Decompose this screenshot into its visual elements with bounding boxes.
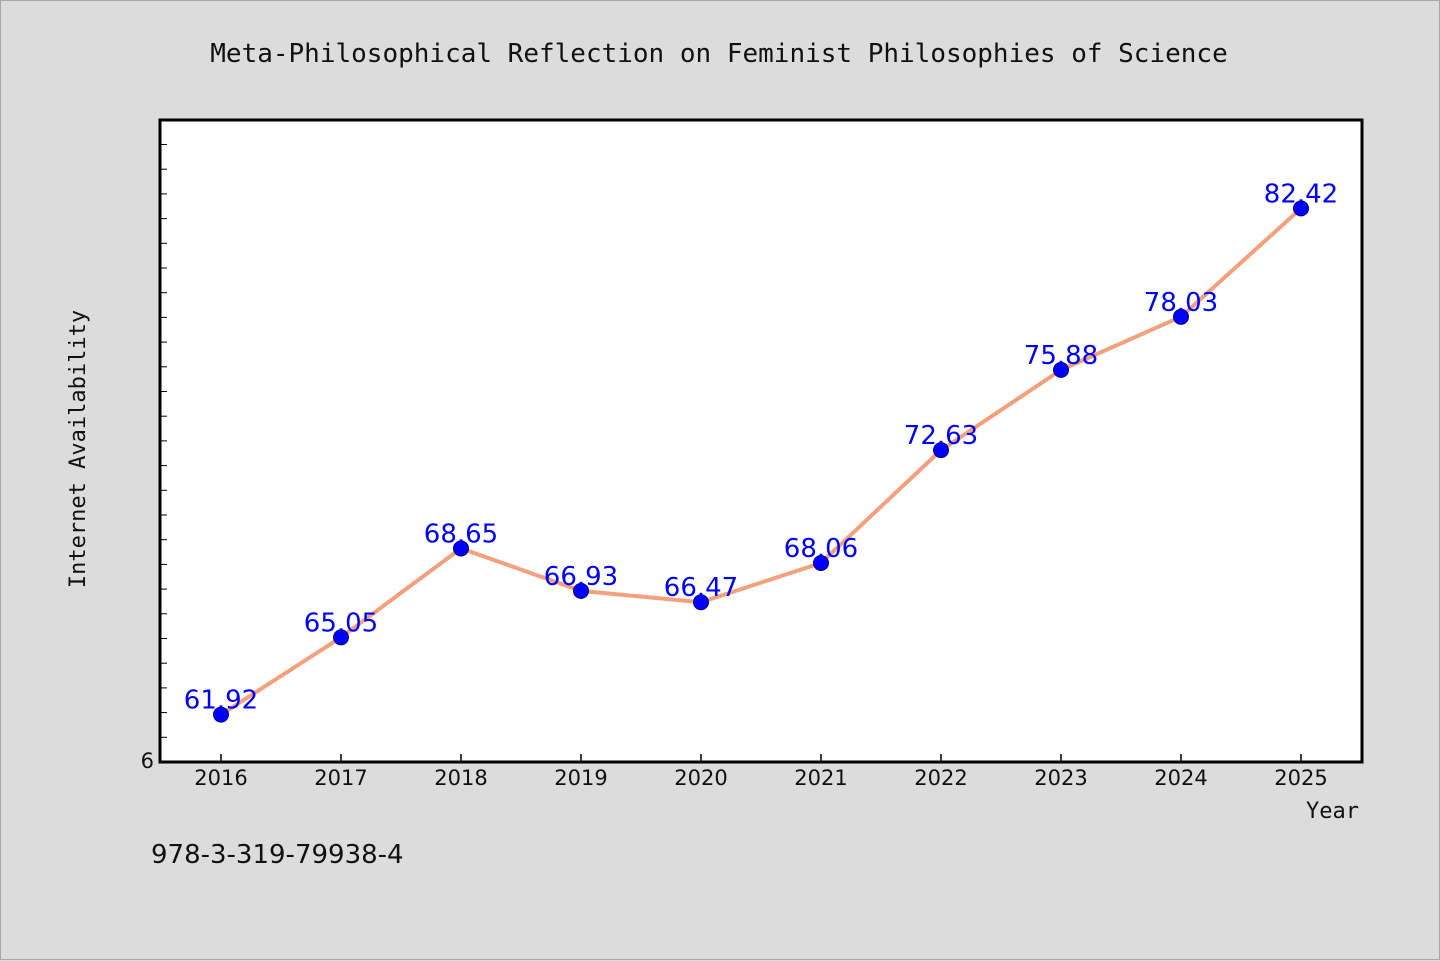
x-tick-label: 2025 (1274, 766, 1327, 790)
data-label: 66.93 (544, 562, 618, 592)
x-axis-ticks (220, 754, 1302, 762)
series-markers (213, 200, 1309, 723)
x-tick-label: 2020 (674, 766, 727, 790)
x-tick-label: 2022 (914, 766, 967, 790)
data-label: 72.63 (904, 421, 978, 451)
x-tick-label: 2017 (314, 766, 367, 790)
x-tick-label: 2023 (1034, 766, 1087, 790)
data-point-marker (453, 540, 469, 557)
data-label: 82.42 (1264, 179, 1338, 209)
x-tick-label: 2018 (434, 766, 487, 790)
data-point-marker (813, 554, 829, 571)
x-tick-label: 2024 (1154, 766, 1207, 790)
data-label: 61.92 (184, 686, 258, 716)
data-point-marker (933, 442, 949, 459)
series-line (219, 206, 1303, 717)
x-tick-label: 2021 (794, 766, 847, 790)
plot-area (158, 118, 1364, 764)
data-label: 68.06 (784, 534, 858, 564)
y-tick-label: 6 (141, 749, 154, 773)
y-axis-ticks (160, 144, 167, 763)
data-point-marker (573, 582, 589, 599)
data-label: 66.47 (664, 573, 738, 603)
x-tick-label: 2016 (194, 766, 247, 790)
data-label: 65.05 (304, 608, 378, 638)
data-point-marker (1293, 200, 1309, 217)
data-point-marker (1053, 361, 1069, 378)
data-label: 75.88 (1024, 341, 1098, 371)
x-axis-label: Year (1306, 799, 1359, 824)
y-axis-tick-labels: 6 (141, 749, 154, 773)
data-point-marker (333, 629, 349, 646)
y-axis-label: Internet Availability (66, 310, 91, 588)
data-labels: 61.92 65.05 68.65 66.93 66.47 68.06 72.63 75.88… (184, 179, 1338, 715)
x-axis-tick-labels: 2016 2017 2018 2019 2020 2021 2022 2023 2024 2025 (194, 766, 1327, 790)
data-label: 78.03 (1144, 288, 1218, 318)
data-point-marker (693, 594, 709, 611)
x-tick-label: 2019 (554, 766, 607, 790)
data-label: 68.65 (424, 519, 498, 549)
isbn-footer: 978-3-319-79938-4 (151, 840, 404, 870)
data-point-marker (213, 706, 229, 723)
data-point-marker (1173, 308, 1189, 325)
chart-title: Meta-Philosophical Reflection on Feminis… (210, 39, 1227, 69)
